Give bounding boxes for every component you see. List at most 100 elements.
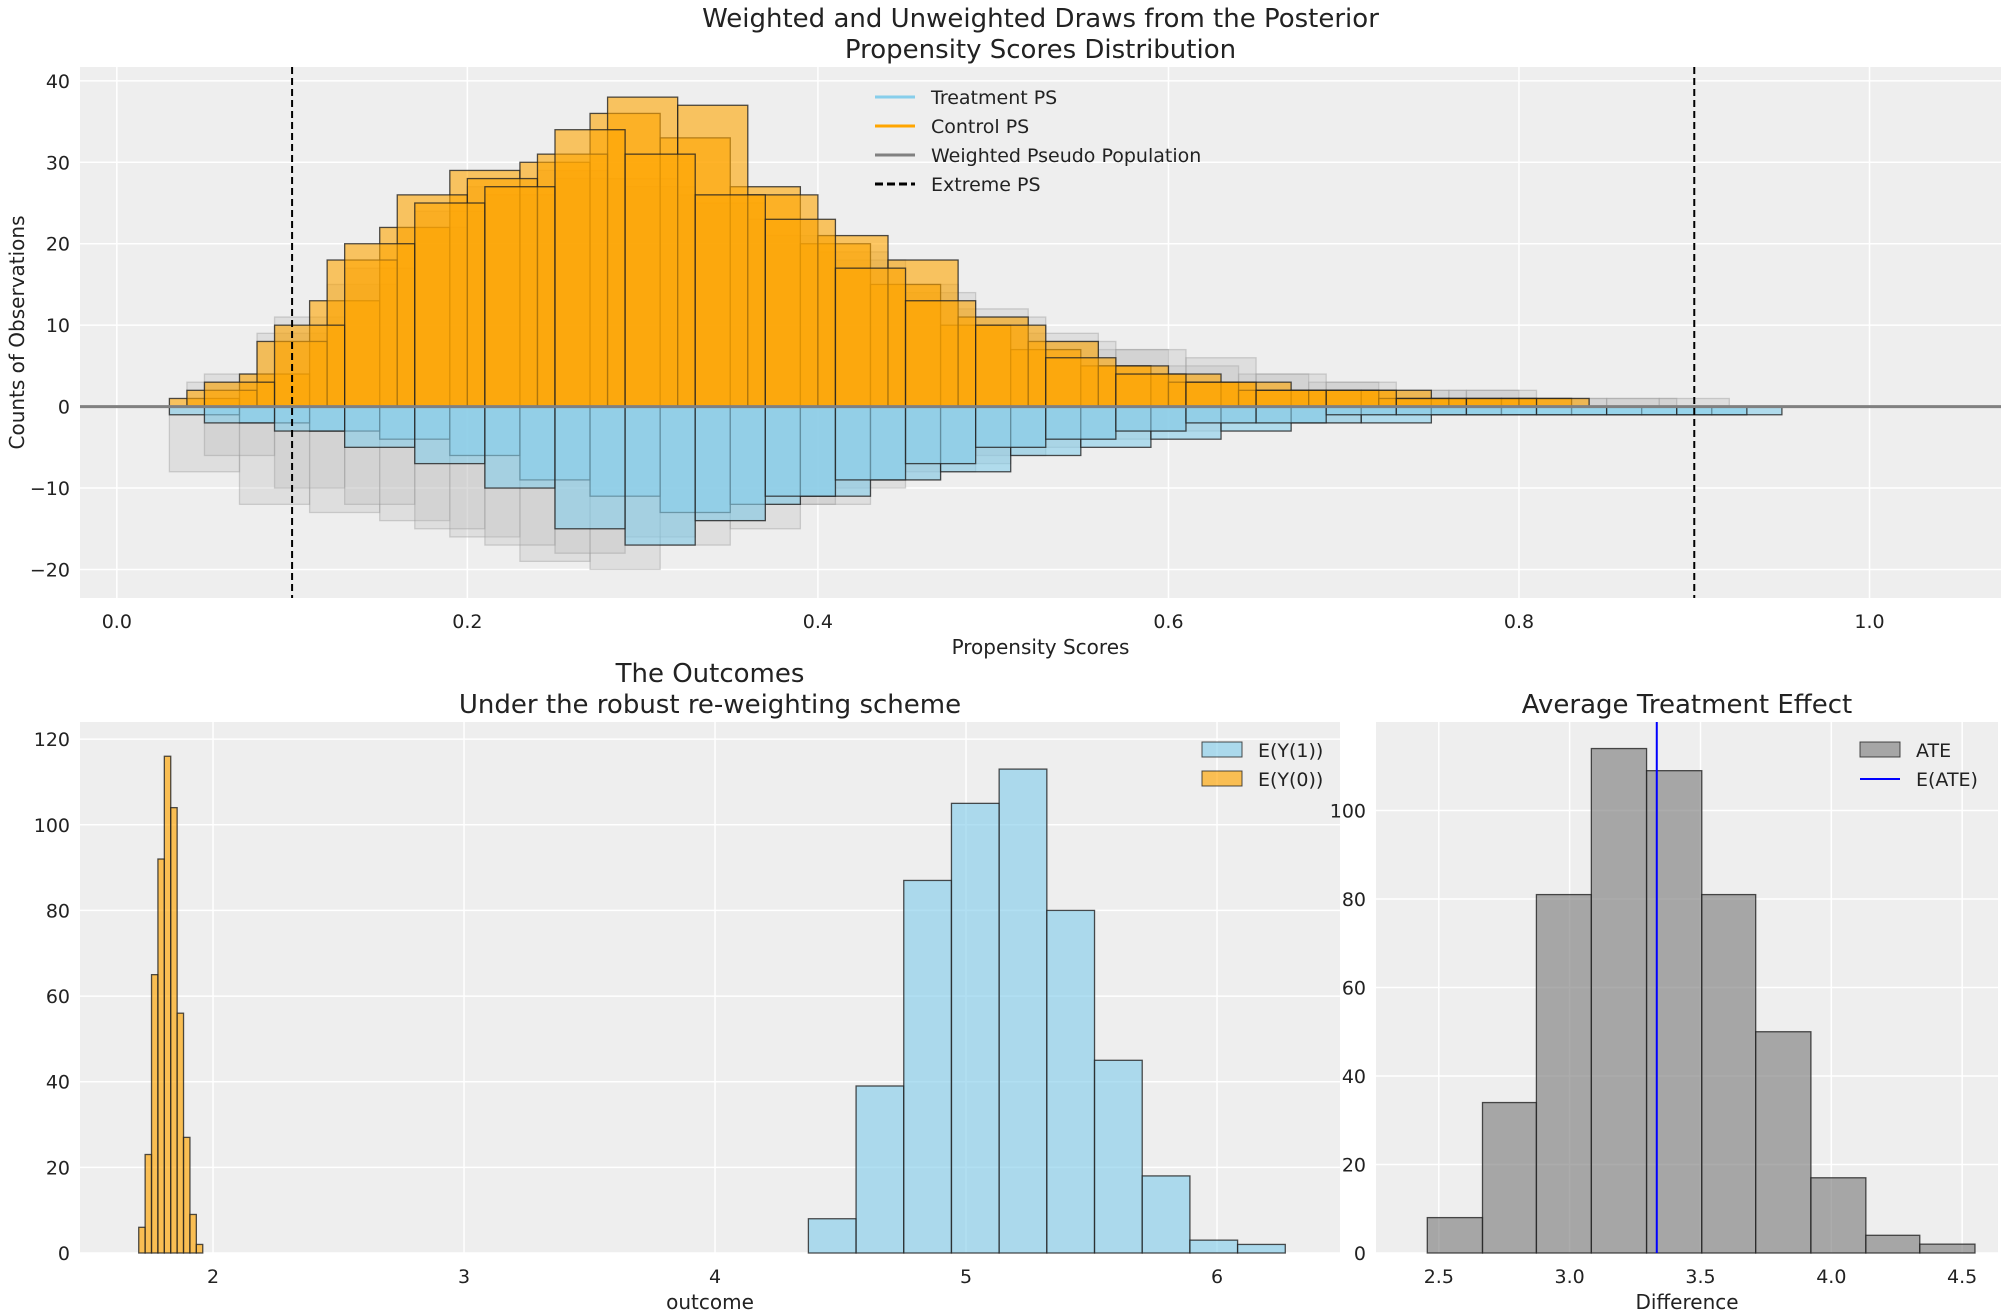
plot-area	[80, 722, 1340, 1253]
histogram-bar	[1189, 1239, 1239, 1254]
y-tick-label: 100	[34, 815, 70, 837]
chart-title: Average Treatment Effect	[1522, 690, 1852, 720]
series-E(Y(0))	[138, 755, 204, 1254]
histogram-bar	[203, 381, 276, 408]
histogram-bar	[273, 324, 346, 408]
histogram-bar	[1755, 1031, 1812, 1254]
y-tick-label: 80	[46, 900, 70, 922]
series-control	[203, 129, 1538, 408]
x-tick-label: 0.4	[803, 611, 833, 633]
histogram-bar	[1919, 1243, 1976, 1254]
histogram-bar	[834, 267, 907, 408]
y-tick-label: 40	[46, 71, 70, 93]
histogram-bar	[1045, 405, 1117, 440]
histogram-bar	[764, 405, 837, 497]
y-tick-label: 0	[58, 1243, 70, 1265]
histogram-bar	[1115, 373, 1187, 408]
histogram-bar	[764, 218, 837, 408]
y-tick-label: 40	[1342, 1066, 1366, 1088]
x-axis-label: Difference	[1635, 1290, 1738, 1311]
legend: E(Y(1)) E(Y(0))	[1201, 740, 1323, 791]
x-tick-label: 3.5	[1685, 1266, 1715, 1288]
histogram-bar	[624, 405, 696, 546]
y-tick-label: 10	[46, 315, 70, 337]
histogram-bar	[1093, 1059, 1143, 1254]
x-tick-label: 4	[709, 1266, 721, 1288]
legend-swatch	[1201, 741, 1243, 758]
x-tick-label: 4.0	[1816, 1266, 1846, 1288]
histogram-bar	[624, 153, 696, 408]
x-tick-label: 1.0	[1854, 611, 1884, 633]
x-tick-label: 3.0	[1555, 1266, 1585, 1288]
histogram-bar	[1236, 1243, 1286, 1254]
histogram-bar	[974, 324, 1047, 408]
x-tick-label: 3	[458, 1266, 470, 1288]
x-tick-label: 0.2	[452, 611, 482, 633]
histogram-bar	[950, 802, 1000, 1254]
series-treatment	[203, 405, 1748, 546]
series-ATE	[1426, 747, 1976, 1254]
series-E(Y(1))	[807, 768, 1286, 1254]
histogram-bar	[834, 405, 907, 481]
y-tick-label: −20	[30, 559, 70, 581]
y-tick-label: 80	[1342, 889, 1366, 911]
legend-swatch	[1859, 741, 1901, 758]
histogram-bar	[163, 755, 172, 1254]
legend-label: Weighted Pseudo Population	[931, 145, 1201, 167]
chart-subtitle: Propensity Scores Distribution	[845, 35, 1236, 65]
histogram-bar	[203, 405, 276, 424]
y-tick-label: 120	[34, 729, 70, 751]
legend-label: E(ATE)	[1916, 769, 1978, 791]
histogram-bar	[1645, 770, 1703, 1254]
histogram-bar	[1325, 389, 1397, 408]
y-tick-label: 30	[46, 152, 70, 174]
y-tick-label: 20	[46, 1157, 70, 1179]
histogram-bar	[1045, 357, 1117, 408]
x-tick-label: 4.5	[1947, 1266, 1977, 1288]
y-tick-label: 100	[1330, 801, 1366, 823]
x-tick-label: 6	[1211, 1266, 1223, 1288]
y-tick-label: 0	[1354, 1243, 1366, 1265]
x-tick-label: 0.6	[1153, 611, 1183, 633]
y-tick-label: 60	[46, 986, 70, 1008]
y-axis-label: Counts of Observations	[5, 215, 29, 449]
histogram-bar	[1255, 389, 1327, 408]
histogram-bar	[855, 1085, 905, 1254]
histogram-bar	[1115, 405, 1187, 432]
x-tick-label: 2.5	[1424, 1266, 1454, 1288]
histogram-bar	[1426, 1216, 1484, 1254]
y-tick-label: 60	[1342, 978, 1366, 1000]
legend-label: ATE	[1916, 740, 1951, 762]
histogram-bar	[273, 405, 346, 432]
histogram-bar	[1255, 405, 1327, 424]
histogram-bar	[157, 858, 165, 1254]
x-axis-label: Propensity Scores	[952, 635, 1130, 659]
chart-title: Weighted and Unweighted Draws from the P…	[702, 4, 1379, 34]
histogram-bar	[974, 405, 1047, 448]
legend: Treatment PS Control PS Weighted Pseudo Po…	[875, 87, 1201, 196]
histogram-bar	[998, 768, 1048, 1254]
histogram-bar	[1810, 1177, 1867, 1254]
histogram-bar	[182, 1136, 191, 1254]
histogram-bar	[1185, 405, 1257, 424]
histogram-bar	[1141, 1175, 1191, 1254]
histogram-bar	[1590, 747, 1648, 1254]
x-axis-label: outcome	[666, 1290, 754, 1311]
histogram-bar	[484, 186, 556, 408]
histogram-bar	[144, 1153, 153, 1254]
histogram-bar	[189, 1213, 197, 1254]
histogram-bar	[1701, 893, 1757, 1254]
panel-2: 2.5 3.0 3.5 4.0 4.5 0 20 40 60 80 100 Average Treat…	[1330, 690, 1998, 1314]
x-tick-label: 0.8	[1504, 611, 1534, 633]
histogram-bar	[1535, 893, 1593, 1254]
y-tick-label: 40	[46, 1072, 70, 1094]
histogram-bar	[1185, 381, 1257, 408]
histogram-bar	[344, 405, 416, 448]
chart-subtitle: Under the robust re-weighting scheme	[459, 690, 961, 720]
y-tick-label: 20	[1342, 1155, 1366, 1177]
histogram-bar	[344, 243, 416, 408]
histogram-bar	[138, 1226, 146, 1254]
legend-label: Extreme PS	[931, 174, 1041, 196]
histogram-bar	[807, 1218, 857, 1254]
